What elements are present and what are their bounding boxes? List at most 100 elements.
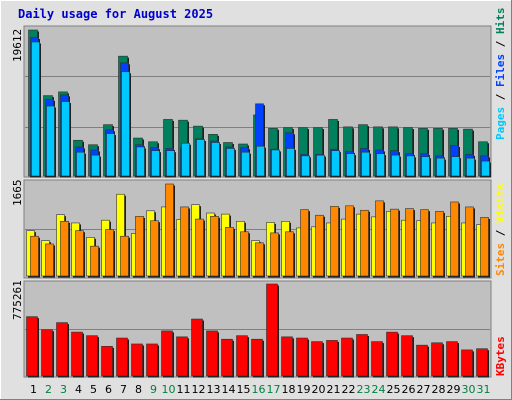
day-label: 13 xyxy=(207,383,221,396)
sites-bar xyxy=(225,227,234,277)
pages-bar xyxy=(166,150,175,177)
pages-bar xyxy=(211,142,220,177)
day-label: 22 xyxy=(342,383,356,396)
visits-sites-legend: Sites / Visits xyxy=(494,183,507,276)
kbytes-bar xyxy=(446,341,458,377)
pages-bar xyxy=(331,150,340,177)
kbytes-bar xyxy=(356,334,368,377)
pages-bar xyxy=(436,157,445,177)
sites-bar xyxy=(150,220,159,277)
sites-bar xyxy=(180,206,189,277)
kbytes-bar xyxy=(461,349,473,377)
pages-bar xyxy=(271,149,280,177)
sites-bar xyxy=(30,235,39,277)
sites-bar xyxy=(390,208,399,277)
kbytes-bar xyxy=(26,316,38,377)
kbytes-legend: KBytes xyxy=(494,336,507,376)
kbytes-bar xyxy=(221,338,233,377)
pages-bar xyxy=(241,151,250,177)
kbytes-bar xyxy=(476,348,488,377)
day-label: 14 xyxy=(222,383,236,396)
pages-bar xyxy=(91,154,100,177)
pages-bar xyxy=(421,156,430,177)
day-label: 21 xyxy=(327,383,341,396)
pages-bar xyxy=(106,133,115,177)
sites-bar xyxy=(210,216,219,277)
sites-bar xyxy=(240,231,249,277)
kbytes-bar xyxy=(146,343,158,377)
pages-bar xyxy=(391,154,400,177)
visits-sites-bars xyxy=(26,183,490,278)
legend-part: Visits xyxy=(494,183,507,223)
kbytes-bar xyxy=(281,336,293,377)
kbytes-bar xyxy=(431,342,443,377)
day-label: 6 xyxy=(105,383,112,396)
visits-ymax-label: 1665 xyxy=(11,180,24,207)
sites-bar xyxy=(165,183,174,277)
day-label: 4 xyxy=(75,383,82,396)
pages-bar xyxy=(196,139,205,177)
day-label: 3 xyxy=(60,383,67,396)
kbytes-bar xyxy=(266,283,278,377)
sites-bar xyxy=(345,205,354,277)
kbytes-bar xyxy=(71,331,83,377)
sites-bar xyxy=(435,211,444,277)
sites-bar xyxy=(315,214,324,277)
pages-bar xyxy=(481,160,490,177)
sites-bar xyxy=(360,209,369,277)
day-label: 8 xyxy=(135,383,142,396)
day-label: 10 xyxy=(162,383,176,396)
kbytes-ymax-label: 775261 xyxy=(11,280,24,320)
day-label: 18 xyxy=(282,383,296,396)
pages-bar xyxy=(361,151,370,177)
kbytes-bar xyxy=(191,318,203,377)
legend-part: Hits xyxy=(494,8,507,35)
kbytes-bar xyxy=(251,338,263,377)
day-label: 26 xyxy=(402,383,416,396)
pages-bar xyxy=(316,154,325,177)
day-label: 5 xyxy=(90,383,97,396)
kbytes-bar xyxy=(401,335,413,377)
sites-bar xyxy=(195,218,204,277)
day-label: 28 xyxy=(432,383,446,396)
legend-part: / xyxy=(494,34,507,54)
day-label: 1 xyxy=(30,383,37,396)
legend-part: / xyxy=(494,87,507,107)
sites-bar xyxy=(45,243,54,277)
hits-files-pages-legend: Pages / Files / Hits xyxy=(494,8,507,141)
day-label: 12 xyxy=(192,383,206,396)
sites-bar xyxy=(105,229,114,277)
kbytes-bar xyxy=(236,335,248,377)
kbytes-bar xyxy=(371,341,383,377)
kbytes-bar xyxy=(341,337,353,377)
sites-bar xyxy=(75,230,84,277)
pages-bar xyxy=(136,146,145,177)
kbytes-bar xyxy=(41,329,53,377)
sites-bar xyxy=(375,200,384,277)
day-label: 20 xyxy=(312,383,326,396)
pages-bar xyxy=(61,101,70,177)
kbytes-bar xyxy=(176,336,188,377)
kbytes-bar xyxy=(416,344,428,377)
pages-bar xyxy=(376,153,385,177)
pages-bar xyxy=(256,145,265,177)
sites-bar xyxy=(270,232,279,277)
kbytes-bar xyxy=(161,330,173,377)
day-label: 27 xyxy=(417,383,431,396)
sites-bar xyxy=(120,235,129,277)
kbytes-bars xyxy=(26,283,489,378)
day-label: 24 xyxy=(372,383,386,396)
pages-bar xyxy=(151,150,160,177)
sites-bar xyxy=(330,206,339,277)
sites-bar xyxy=(300,209,309,277)
kbytes-bar xyxy=(311,341,323,377)
sites-bar xyxy=(405,208,414,277)
hits-files-pages-bars xyxy=(28,29,491,178)
pages-bar xyxy=(466,157,475,177)
legend-part: Sites xyxy=(494,243,507,276)
day-label: 29 xyxy=(447,383,461,396)
day-label: 15 xyxy=(237,383,251,396)
pages-bar xyxy=(121,71,130,177)
